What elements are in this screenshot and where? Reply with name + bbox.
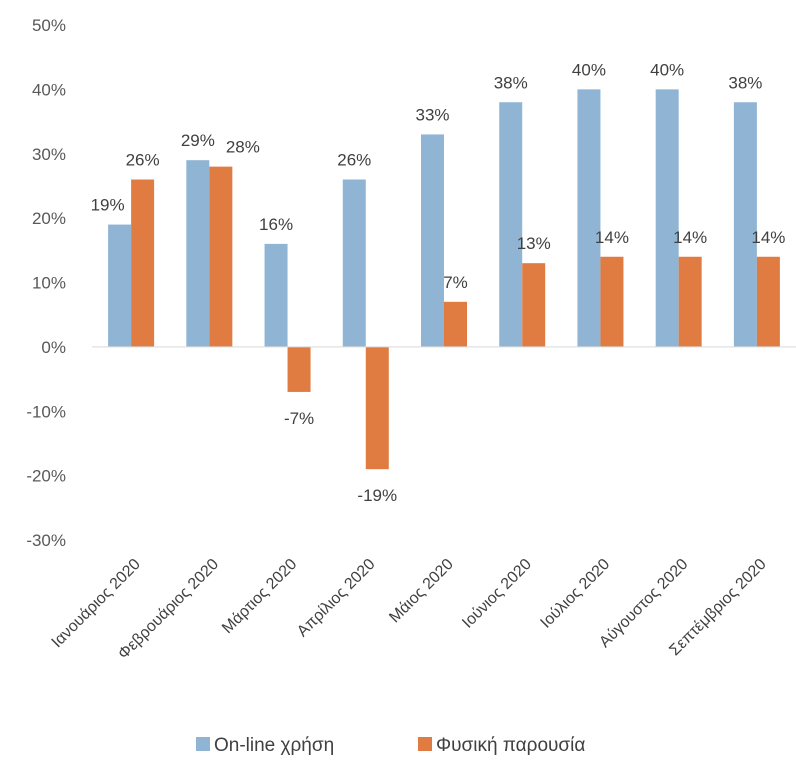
data-label: 13% <box>517 234 551 253</box>
y-axis-ticks: 50% 40% 30% 20% 10% 0% -10% -20% -30% <box>26 16 66 550</box>
legend-swatch <box>196 737 210 751</box>
bar-physical <box>365 346 389 470</box>
data-label: 33% <box>415 105 449 124</box>
legend-label: On-line χρήση <box>214 735 334 756</box>
bar-physical <box>131 179 155 347</box>
x-tick-label: Ιούλιος 2020 <box>537 556 613 632</box>
data-label: 28% <box>226 138 260 157</box>
y-tick-label: 30% <box>32 145 66 164</box>
data-label: 14% <box>751 228 785 247</box>
bar-physical <box>209 166 233 347</box>
data-labels: 19% 26% 29% 28% 16% -7% 26% -19% 33% 7% 38% 13% 40% 1… <box>91 60 786 505</box>
legend-item: Φυσική παρουσία <box>418 735 585 756</box>
bar-online <box>108 224 132 347</box>
bar-online <box>577 89 601 347</box>
y-tick-label: 0% <box>41 338 66 357</box>
data-label: 40% <box>572 60 606 79</box>
x-tick-label: Μάιος 2020 <box>386 556 457 627</box>
bars <box>108 89 780 470</box>
data-label: 16% <box>259 215 293 234</box>
y-tick-label: 50% <box>32 16 66 35</box>
y-tick-label: 20% <box>32 209 66 228</box>
y-tick-label: -20% <box>26 467 66 486</box>
bar-online <box>342 179 366 347</box>
y-tick-label: -30% <box>26 531 66 550</box>
data-label: 26% <box>337 151 371 170</box>
x-tick-label: Ιούνιος 2020 <box>459 556 535 632</box>
legend-swatch <box>418 737 432 751</box>
x-tick-label: Μάρτιος 2020 <box>219 556 300 637</box>
legend-label: Φυσική παρουσία <box>436 735 585 756</box>
bar-physical <box>756 256 780 347</box>
data-label: 26% <box>126 151 160 170</box>
data-label: 14% <box>595 228 629 247</box>
bar-online <box>499 102 523 347</box>
data-label: 19% <box>91 196 125 215</box>
bar-online <box>186 160 210 347</box>
data-label: -7% <box>284 409 314 428</box>
bar-online <box>421 134 444 347</box>
bar-physical <box>444 301 467 347</box>
data-label: 38% <box>494 73 528 92</box>
data-label: 29% <box>181 131 215 150</box>
data-label: 38% <box>728 73 762 92</box>
bar-physical <box>287 346 311 392</box>
bar-online <box>264 243 288 347</box>
data-label: -19% <box>357 486 397 505</box>
bar-physical <box>522 263 546 347</box>
data-label: 40% <box>650 60 684 79</box>
bar-physical <box>678 256 702 347</box>
bar-online <box>733 102 757 347</box>
legend-item: On-line χρήση <box>196 735 334 756</box>
data-label: 7% <box>443 273 468 292</box>
bar-physical <box>600 256 624 347</box>
y-tick-label: -10% <box>26 402 66 421</box>
data-label: 14% <box>673 228 707 247</box>
legend: On-line χρήση Φυσική παρουσία <box>196 735 585 756</box>
bar-online <box>655 89 679 347</box>
y-tick-label: 40% <box>32 80 66 99</box>
y-tick-label: 10% <box>32 274 66 293</box>
x-tick-label: Απρίλιος 2020 <box>294 556 379 641</box>
